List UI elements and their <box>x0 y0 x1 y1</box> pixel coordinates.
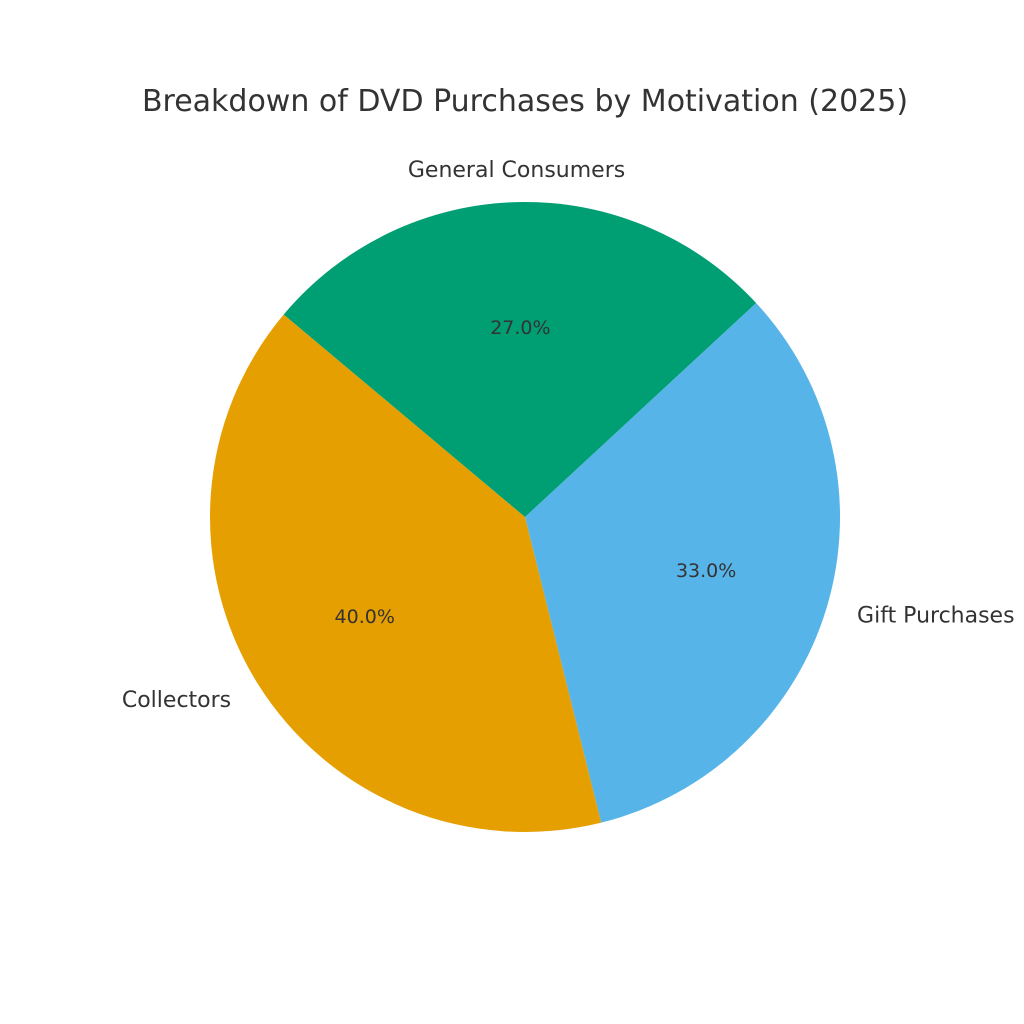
pie-slice-gift-purchases <box>525 302 840 823</box>
slice-label-gift-purchases: Gift Purchases <box>857 603 1015 628</box>
slice-label-general-consumers: General Consumers <box>408 158 625 183</box>
slice-label-collectors: Collectors <box>122 688 231 713</box>
pie-labels: Collectors 40.0% Gift Purchases 33.0% Genera… <box>122 158 1015 713</box>
pct-label-general-consumers: 27.0% <box>490 317 550 339</box>
pct-label-gift-purchases: 33.0% <box>676 560 736 582</box>
pie-slices <box>209 202 840 832</box>
chart-title: Breakdown of DVD Purchases by Motivation… <box>142 84 908 119</box>
pct-label-collectors: 40.0% <box>335 606 395 628</box>
pie-slice-collectors <box>209 314 602 832</box>
pie-slice-general-consumers <box>283 202 757 518</box>
